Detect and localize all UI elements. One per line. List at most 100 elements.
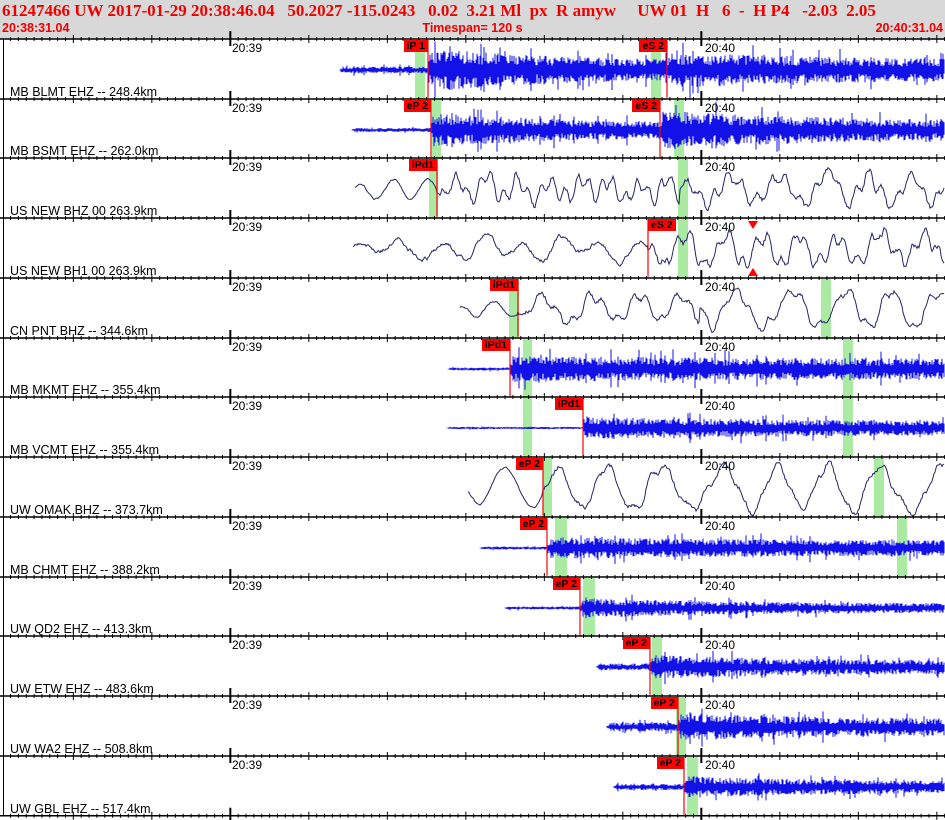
pick-flag[interactable]: iPd1 bbox=[481, 338, 510, 351]
pick-flag[interactable]: eP 2 bbox=[656, 756, 684, 769]
pick-flag[interactable]: iP 1 bbox=[403, 40, 428, 52]
station-label: UW OMAK BHZ -- 373.7km bbox=[10, 502, 163, 517]
station-label: UW GBL EHZ -- 517.4km bbox=[10, 801, 151, 816]
minute-label: 20:39 bbox=[232, 698, 263, 713]
pick-flag[interactable]: eS 2 bbox=[639, 40, 667, 52]
station-label: MB BLMT EHZ -- 248.4km bbox=[10, 84, 158, 99]
pick-flag[interactable]: eP 2 bbox=[622, 637, 650, 650]
seismogram-row-etw[interactable]: 20:39 20:40 eP 2 UW ETW EHZ -- 483.6km bbox=[0, 628, 945, 697]
waveform-trace bbox=[504, 594, 945, 622]
waveform-plot bbox=[0, 389, 945, 458]
window-end-time: 20:40:31.04 bbox=[875, 21, 943, 35]
minute-label: 20:40 bbox=[705, 518, 736, 533]
minute-label: 20:40 bbox=[705, 220, 736, 235]
minute-label: 20:39 bbox=[232, 279, 263, 294]
waveform-plot bbox=[0, 628, 945, 697]
predicted-arrival-band bbox=[874, 458, 884, 517]
waveform-trace bbox=[354, 167, 945, 212]
station-label: MB MKMT EHZ -- 355.4km bbox=[10, 383, 161, 398]
minute-label: 20:39 bbox=[232, 757, 263, 772]
waveform-plot bbox=[0, 508, 945, 577]
minute-label: 20:39 bbox=[232, 399, 263, 414]
seismogram-row-vcmt[interactable]: 20:39 20:40 iPd1 MB VCMT EHZ -- 355.4km bbox=[0, 389, 945, 458]
pick-flag[interactable]: iPd1 bbox=[489, 278, 518, 291]
waveform-trace bbox=[467, 460, 945, 518]
plot-left-border bbox=[3, 39, 4, 816]
minute-label: 20:40 bbox=[705, 399, 736, 414]
pick-flag[interactable]: iPd1 bbox=[554, 398, 583, 411]
seismogram-row-gbl[interactable]: 20:39 20:40 eP 2 UW GBL EHZ -- 517.4km bbox=[0, 747, 945, 820]
waveform-plot bbox=[0, 568, 945, 637]
seismogram-row-pnt[interactable]: 20:39 20:40 iPd1 CN PNT BHZ -- 344.6km bbox=[0, 269, 945, 338]
event-summary-line: 61247466 UW 2017-01-29 20:38:46.04 50.20… bbox=[2, 1, 876, 20]
minute-label: 20:39 bbox=[232, 100, 263, 115]
minute-label: 20:39 bbox=[232, 518, 263, 533]
minute-label: 20:40 bbox=[705, 757, 736, 772]
station-label: MB BSMT EHZ -- 262.0km bbox=[10, 144, 159, 159]
amplitude-marker-up bbox=[748, 268, 758, 277]
pick-flag[interactable]: eP 2 bbox=[552, 577, 580, 590]
pick-flag[interactable]: eS 2 bbox=[632, 99, 660, 112]
minute-label: 20:40 bbox=[705, 339, 736, 354]
seismogram-row-new[interactable]: 20:39 20:40 eS 2 US NEW BH1 00 263.9km bbox=[0, 210, 945, 278]
pick-flag[interactable]: eP 2 bbox=[515, 458, 543, 471]
waveform-trace bbox=[459, 287, 945, 334]
minute-label: 20:40 bbox=[705, 100, 736, 115]
station-label: UW ETW EHZ -- 483.6km bbox=[10, 682, 154, 697]
waveform-plot bbox=[0, 747, 945, 820]
predicted-arrival-band bbox=[678, 219, 688, 278]
minute-label: 20:40 bbox=[705, 41, 736, 55]
minute-label: 20:39 bbox=[232, 638, 263, 653]
seismogram-row-new[interactable]: 20:39 20:40 iPd1 US NEW BHZ 00 263.9km bbox=[0, 150, 945, 219]
minute-label: 20:40 bbox=[705, 638, 736, 653]
waveform-plot bbox=[0, 688, 945, 756]
station-label: UW QD2 EHZ -- 413.3km bbox=[10, 622, 152, 637]
predicted-arrival-band bbox=[678, 159, 688, 219]
minute-label: 20:39 bbox=[232, 160, 263, 175]
minute-label: 20:39 bbox=[232, 578, 263, 593]
pick-flag[interactable]: eP 2 bbox=[519, 517, 547, 530]
seismogram-row-qd2[interactable]: 20:39 20:40 eP 2 UW QD2 EHZ -- 413.3km bbox=[0, 568, 945, 637]
seismogram-row-mkmt[interactable]: 20:39 20:40 iPd1 MB MKMT EHZ -- 355.4km bbox=[0, 329, 945, 398]
minute-label: 20:40 bbox=[705, 698, 736, 713]
pick-flag[interactable]: iPd1 bbox=[408, 159, 437, 172]
seismogram-row-blmt[interactable]: 20:39 20:40 iP 1 eS 2 MB BLMT EHZ -- 248.4km bbox=[0, 31, 945, 99]
waveform-plot bbox=[0, 449, 945, 518]
waveform-trace bbox=[606, 708, 945, 747]
minute-label: 20:39 bbox=[232, 459, 263, 474]
amplitude-marker-down bbox=[748, 221, 758, 230]
station-label: UW WA2 EHZ -- 508.8km bbox=[10, 741, 153, 756]
pick-flag[interactable]: eP 2 bbox=[403, 99, 431, 112]
predicted-arrival-band bbox=[543, 458, 552, 517]
seismogram-row-omak[interactable]: 20:39 20:40 eP 2 UW OMAK BHZ -- 373.7km bbox=[0, 449, 945, 518]
pick-flag[interactable]: eP 2 bbox=[650, 697, 678, 710]
header-bar: 61247466 UW 2017-01-29 20:38:46.04 50.20… bbox=[0, 0, 945, 39]
station-label: MB CHMT EHZ -- 388.2km bbox=[10, 562, 160, 577]
pick-flag[interactable]: eS 2 bbox=[648, 219, 676, 232]
minute-label: 20:39 bbox=[232, 339, 263, 354]
station-label: US NEW BHZ 00 263.9km bbox=[10, 204, 158, 219]
minute-label: 20:40 bbox=[705, 279, 736, 294]
seismogram-row-chmt[interactable]: 20:39 20:40 eP 2 MB CHMT EHZ -- 388.2km bbox=[0, 508, 945, 577]
predicted-arrival-band bbox=[429, 159, 438, 219]
waveform-trace bbox=[339, 41, 945, 99]
waveform-plot bbox=[0, 269, 945, 338]
waveform-trace bbox=[613, 773, 945, 801]
waveform-trace bbox=[351, 101, 945, 152]
minute-label: 20:40 bbox=[705, 578, 736, 593]
waveform-trace bbox=[447, 346, 945, 390]
predicted-arrival-band bbox=[509, 278, 519, 338]
station-label: MB VCMT EHZ -- 355.4km bbox=[10, 443, 160, 458]
station-label: US NEW BH1 00 263.9km bbox=[10, 263, 157, 278]
seismogram-row-bsmt[interactable]: 20:39 20:40 eP 2 eS 2 MB BSMT EHZ -- 262.0km bbox=[0, 90, 945, 159]
minute-label: 20:40 bbox=[705, 160, 736, 175]
waveform-plot bbox=[0, 90, 945, 159]
waveform-plot bbox=[0, 210, 945, 278]
seismogram-row-wa2[interactable]: 20:39 20:40 eP 2 UW WA2 EHZ -- 508.8km bbox=[0, 688, 945, 756]
timespan-label: Timespan= 120 s bbox=[422, 21, 523, 35]
station-label: CN PNT BHZ -- 344.6km bbox=[10, 323, 148, 338]
waveform-plot bbox=[0, 150, 945, 219]
minute-label: 20:40 bbox=[705, 459, 736, 474]
waveform-plot bbox=[0, 329, 945, 398]
